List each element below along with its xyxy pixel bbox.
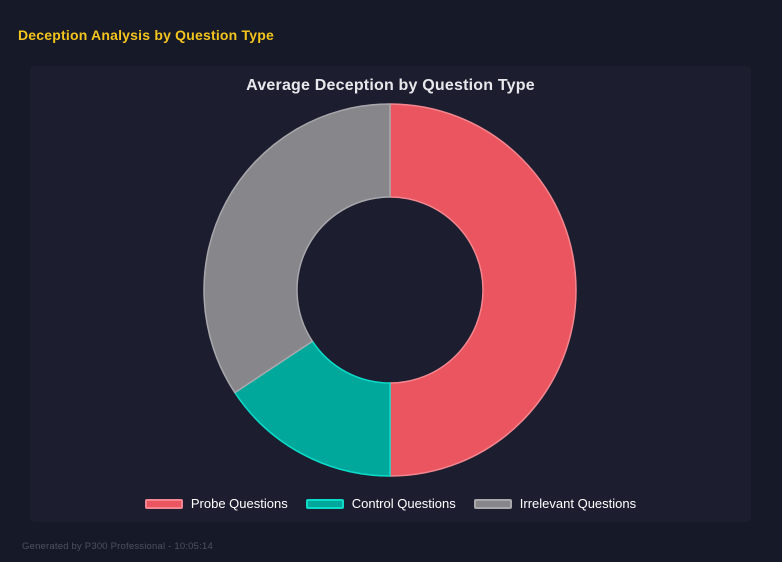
donut-segment-1[interactable] (234, 340, 391, 477)
legend-item-1[interactable]: Control Questions (305, 496, 456, 511)
footer-text: Generated by P300 Professional - 10:05:1… (22, 541, 213, 552)
donut-segment-0[interactable] (389, 103, 577, 477)
legend-label: Control Questions (351, 496, 456, 511)
legend-label: Probe Questions (190, 496, 288, 511)
legend-swatch (144, 498, 183, 509)
donut-segment-2[interactable] (203, 103, 391, 394)
legend-item-2[interactable]: Irrelevant Questions (473, 496, 637, 511)
chart-panel: Average Deception by Question Type Probe… (30, 66, 751, 522)
page-title: Deception Analysis by Question Type (18, 27, 274, 43)
donut-chart (203, 103, 577, 477)
chart-legend: Probe Questions Control Questions Irreleva… (30, 496, 751, 511)
legend-label: Irrelevant Questions (519, 496, 637, 511)
legend-swatch (305, 498, 344, 509)
legend-swatch (473, 498, 512, 509)
legend-item-0[interactable]: Probe Questions (144, 496, 288, 511)
chart-title: Average Deception by Question Type (246, 77, 535, 94)
